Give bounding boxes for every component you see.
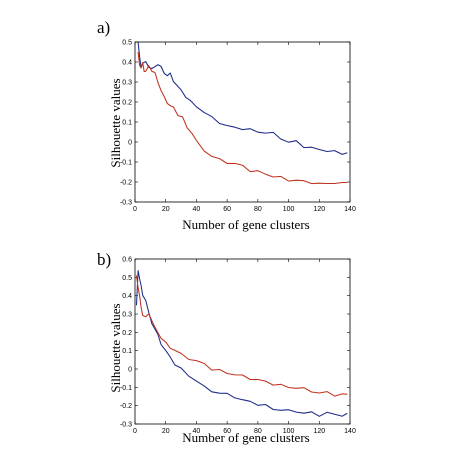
y-tick-label: -0.1 <box>120 160 132 167</box>
y-tick-label: 0.1 <box>122 120 132 127</box>
panel-label: a) <box>97 18 110 37</box>
tick-labels: 0 20 40 60 80 100 120 140 0.5 0.4 0.3 0.2 0.1 0 -0.1 -0… <box>120 40 356 214</box>
plot-frame <box>134 41 351 203</box>
y-tick-label: 0.3 <box>122 312 132 319</box>
y-tick-label: -0.2 <box>120 403 132 410</box>
x-axis-title: Number of gene clusters <box>182 430 309 445</box>
series-line-2 <box>137 51 348 185</box>
x-tick-label: 140 <box>344 206 356 213</box>
y-tick-label: 0 <box>128 140 132 147</box>
x-tick-label: 40 <box>193 428 201 435</box>
y-tick-label: 0 <box>128 367 132 374</box>
x-tick-label: 20 <box>162 206 170 213</box>
x-tick-label: 60 <box>223 206 231 213</box>
y-tick-label: 0.4 <box>122 60 132 67</box>
y-axis-title: Silhouette values <box>108 303 123 392</box>
chart-panel-a: a) Silhouette values Number of gene clus… <box>97 18 356 232</box>
x-tick-label: 120 <box>313 206 325 213</box>
panel-label: b) <box>97 250 111 269</box>
y-tick-label: -0.2 <box>120 180 132 187</box>
y-tick-label: 0.2 <box>122 330 132 337</box>
y-tick-label: -0.3 <box>120 200 132 207</box>
series-line-1 <box>135 270 348 417</box>
y-tick-label: 0.3 <box>122 80 132 87</box>
x-tick-label: 20 <box>162 428 170 435</box>
axis-ticks <box>134 41 351 203</box>
y-tick-label: -0.3 <box>120 422 132 429</box>
y-tick-label: 0.4 <box>122 293 132 300</box>
x-tick-label: 60 <box>223 428 231 435</box>
tick-labels: 0 20 40 60 80 100 120 1400.60.50.40.30.20.10-0.… <box>120 257 356 436</box>
x-axis-title: Number of gene clusters <box>182 217 309 232</box>
x-tick-label: 0 <box>133 428 137 435</box>
y-tick-label: 0.2 <box>122 100 132 107</box>
series-line-2 <box>135 275 348 397</box>
x-tick-label: 40 <box>193 206 201 213</box>
x-tick-label: 140 <box>344 428 356 435</box>
series-line-1 <box>137 41 348 155</box>
x-tick-label: 80 <box>254 428 262 435</box>
y-axis-title: Silhouette values <box>108 78 123 167</box>
y-tick-label: 0.5 <box>122 40 132 47</box>
x-tick-label: 100 <box>283 206 295 213</box>
x-tick-label: 80 <box>254 206 262 213</box>
y-tick-label: -0.1 <box>120 385 132 392</box>
plot-frame <box>134 258 351 425</box>
x-tick-label: 120 <box>313 428 325 435</box>
y-tick-label: 0.6 <box>122 257 132 264</box>
y-tick-label: 0.1 <box>122 348 132 355</box>
series-lines <box>135 270 348 417</box>
x-tick-label: 100 <box>283 428 295 435</box>
series-lines <box>137 41 348 185</box>
y-tick-label: 0.5 <box>122 275 132 282</box>
chart-panel-b: b) Silhouette values Number of gene clus… <box>97 250 356 445</box>
x-tick-label: 0 <box>133 206 137 213</box>
